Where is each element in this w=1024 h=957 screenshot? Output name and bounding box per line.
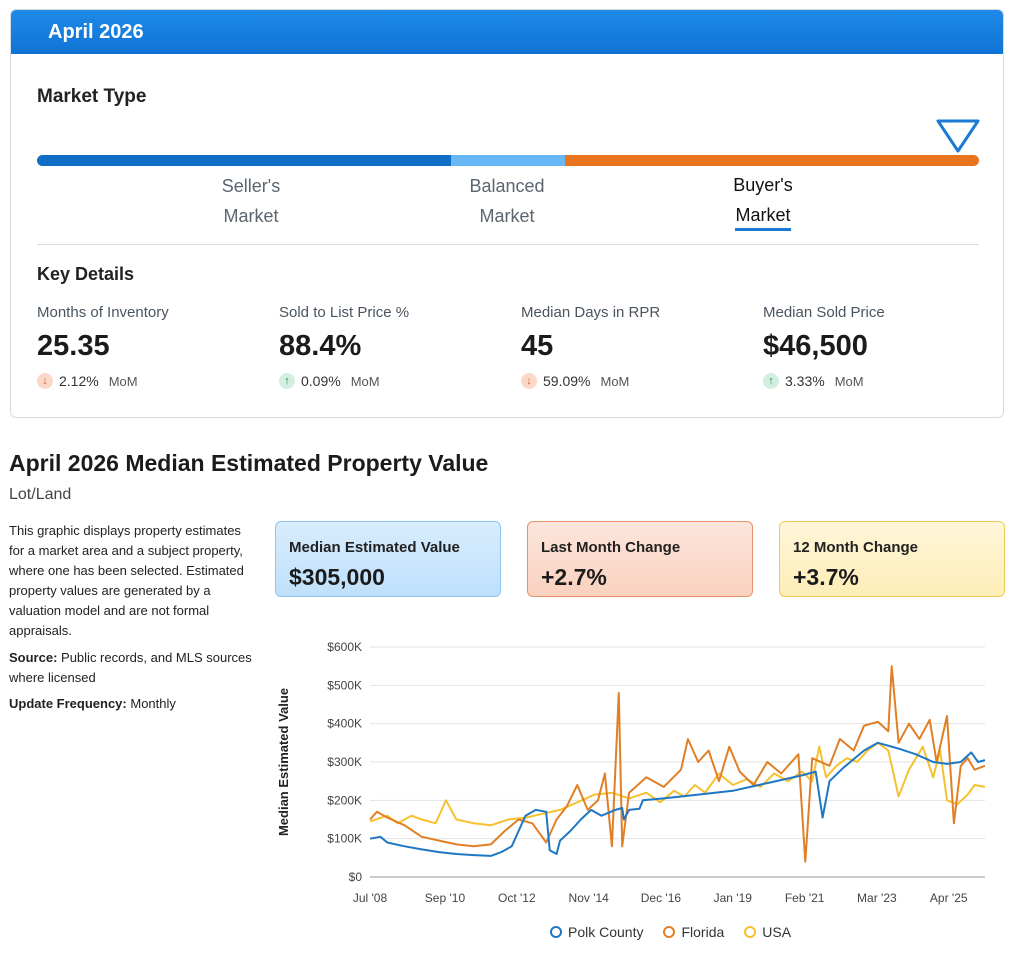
x-tick-label: Oct '12	[498, 891, 536, 905]
y-tick-label: $200K	[327, 793, 362, 807]
triangle-down-marker-icon	[936, 119, 980, 153]
market-card: April 2026 Market Type Seller's Market Ba…	[10, 9, 1004, 418]
x-tick-label: Sep '10	[425, 891, 466, 905]
median-value-box: Median Estimated Value $305,000	[275, 521, 501, 597]
header-title: April 2026	[48, 21, 144, 43]
market-bar-buyer	[565, 155, 979, 166]
market-label-seller: Seller's Market	[221, 176, 281, 226]
kd-label-sold-to-list: Sold to List Price %	[279, 304, 410, 321]
x-tick-label: Feb '21	[785, 891, 825, 905]
y-tick-label: $0	[349, 870, 363, 884]
market-type-heading: Market Type	[37, 86, 147, 107]
twelve-month-change-box: 12 Month Change +3.7%	[779, 521, 1005, 597]
y-tick-label: $500K	[327, 678, 362, 692]
market-bar-balanced	[451, 155, 565, 166]
kd-label-days-in-rpr: Median Days in RPR	[521, 304, 661, 321]
source-text: Source: Public records, and MLS sources …	[9, 650, 252, 685]
arrow-down-icon: ↓	[521, 373, 537, 389]
chart-legend: Polk County Florida USA	[550, 924, 791, 940]
y-tick-label: $300K	[327, 755, 362, 769]
divider	[37, 244, 979, 245]
kd-value-inventory: 25.35	[37, 330, 110, 362]
x-tick-label: Mar '23	[857, 891, 897, 905]
legend-item-polk[interactable]: Polk County	[550, 924, 643, 940]
kd-label-inventory: Months of Inventory	[37, 304, 169, 321]
arrow-down-icon: ↓	[37, 373, 53, 389]
description-text: This graphic displays property estimates…	[9, 523, 244, 638]
market-bar-seller	[37, 155, 451, 166]
legend-item-florida[interactable]: Florida	[663, 924, 724, 940]
market-label-balanced: Balanced Market	[469, 176, 545, 226]
series-line-polk-county	[369, 741, 986, 857]
legend-circle-icon	[744, 926, 757, 938]
arrow-up-icon: ↑	[279, 373, 295, 389]
arrow-up-icon: ↑	[763, 373, 779, 389]
y-tick-label: $400K	[327, 717, 362, 731]
series-line-usa	[369, 741, 986, 827]
kd-value-sold-price: $46,500	[763, 330, 868, 362]
property-value-subtitle: Lot/Land	[9, 486, 72, 503]
y-tick-label: $100K	[327, 832, 362, 846]
kd-change-sold-price: ↑ 3.33% MoM	[763, 373, 864, 389]
property-value-title: April 2026 Median Estimated Property Val…	[9, 450, 489, 476]
legend-circle-icon	[550, 926, 562, 938]
x-tick-label: Apr '25	[930, 891, 968, 905]
key-details-heading: Key Details	[37, 264, 135, 284]
kd-label-sold-price: Median Sold Price	[763, 304, 885, 321]
kd-value-days-in-rpr: 45	[521, 330, 554, 362]
kd-change-days-in-rpr: ↓ 59.09% MoM	[521, 373, 629, 389]
legend-item-usa[interactable]: USA	[744, 924, 791, 940]
last-month-change-box: Last Month Change +2.7%	[527, 521, 753, 597]
series-line-florida	[369, 665, 986, 863]
x-tick-label: Nov '14	[569, 891, 610, 905]
legend-circle-icon	[663, 926, 676, 938]
kd-change-inventory: ↓ 2.12% MoM	[37, 373, 138, 389]
card-header: April 2026	[11, 10, 1003, 54]
y-axis-label: Median Estimated Value	[276, 688, 291, 836]
x-tick-label: Jan '19	[714, 891, 753, 905]
update-frequency-text: Update Frequency: Monthly	[9, 696, 176, 711]
kd-value-sold-to-list: 88.4%	[279, 330, 362, 362]
x-tick-label: Jul '08	[353, 891, 388, 905]
x-tick-label: Dec '16	[641, 891, 682, 905]
kd-change-sold-to-list: ↑ 0.09% MoM	[279, 373, 380, 389]
market-label-buyer: Buyer's Market	[683, 170, 843, 231]
y-tick-label: $600K	[327, 640, 362, 654]
